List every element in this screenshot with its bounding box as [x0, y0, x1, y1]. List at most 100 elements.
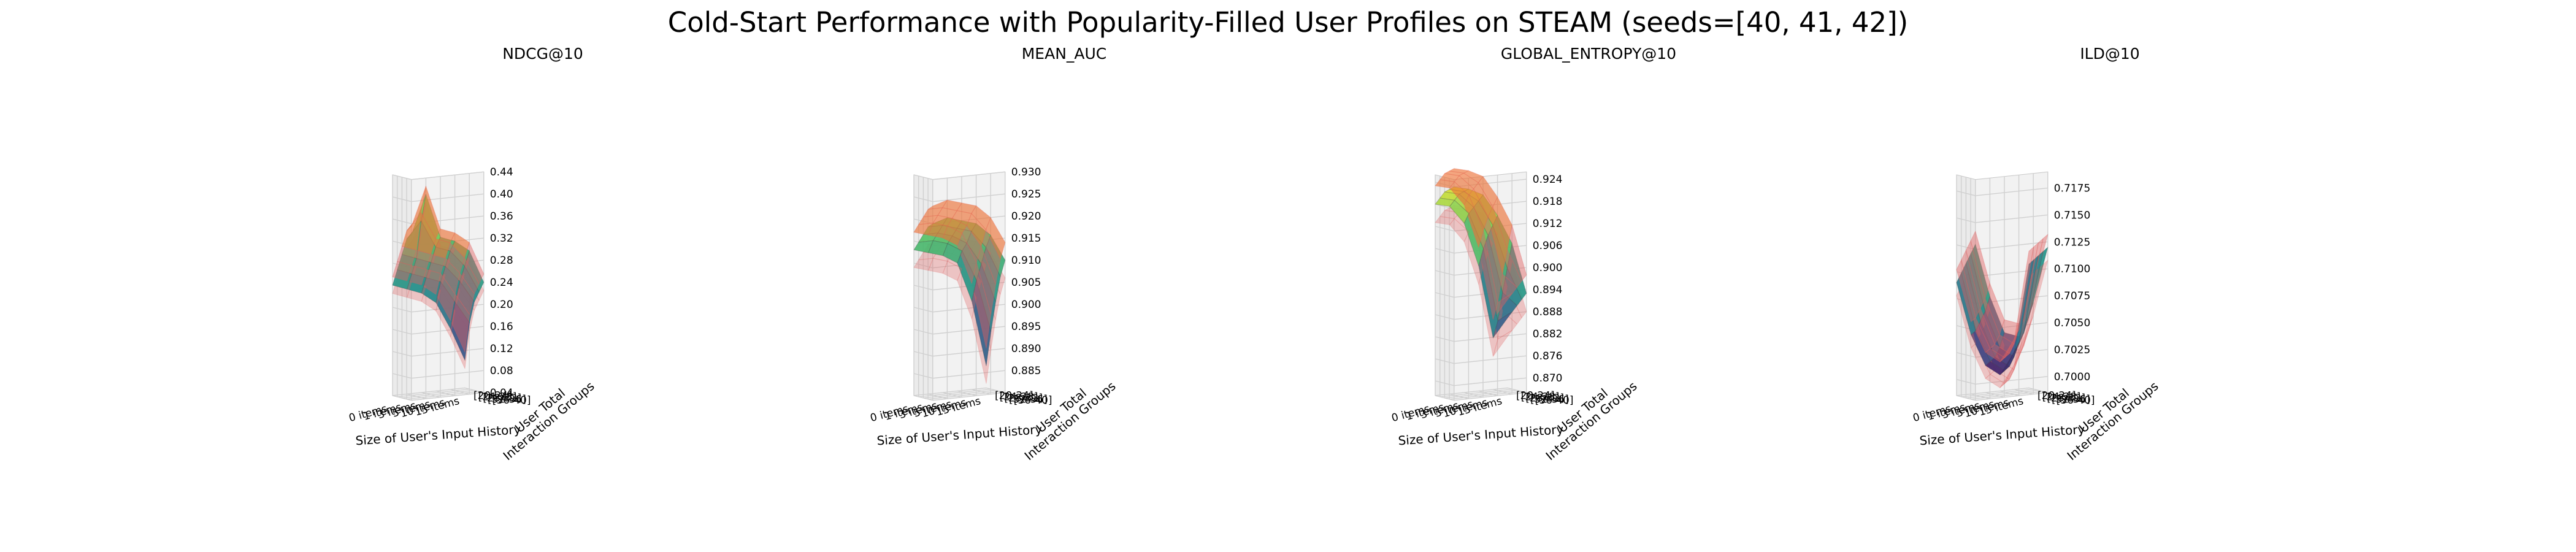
gridline: [1971, 391, 2044, 400]
overlay-facet: [943, 226, 962, 245]
z-tick-label: 0.900: [1011, 299, 1041, 311]
band-upper-facet: [459, 257, 480, 294]
surface-facet: [957, 250, 977, 302]
x-axis-label: Size of User's Input History: [876, 422, 1043, 448]
z-tick-label: 0.7100: [2054, 263, 2090, 275]
band-lower-facet: [1985, 374, 2006, 388]
band-upper-facet: [1482, 216, 1503, 303]
band-lower-facet: [942, 261, 963, 282]
x-axis-label: Size of User's Input History: [355, 422, 521, 448]
overlay-facet: [450, 232, 470, 258]
surface-facet: [407, 273, 427, 294]
y-tick-label: [20-24]: [1516, 390, 1555, 402]
gridline: [1975, 187, 2048, 196]
band-upper-facet: [426, 253, 446, 274]
gridline: [1956, 190, 1976, 196]
overlay-facet: [416, 212, 436, 255]
surface-facet: [1435, 197, 1455, 207]
y-tick-label: [20-24]: [2037, 390, 2076, 402]
surface-facet: [928, 240, 948, 256]
band-upper-facet: [1975, 307, 1996, 349]
gridline: [1454, 392, 1527, 401]
y-tick-label: [32-36]: [1530, 393, 1569, 405]
gridline: [1956, 387, 2030, 396]
gridline: [392, 307, 412, 313]
gridline: [392, 174, 412, 180]
band-upper-facet: [1502, 249, 1522, 288]
z-tick-label: 0.906: [1533, 240, 1563, 252]
band-upper-facet: [1492, 293, 1513, 320]
gridline: [411, 392, 484, 401]
band-upper-facet: [952, 210, 972, 226]
gridline: [1454, 178, 1527, 188]
band-lower-facet: [2028, 259, 2049, 331]
band-lower-facet: [957, 268, 977, 320]
gridline: [411, 193, 484, 202]
y-tick-label: [28-32]: [1004, 392, 1043, 404]
gridline: [407, 391, 480, 400]
band-upper-facet: [421, 186, 441, 239]
band-upper-facet: [1965, 240, 1986, 309]
overlay-facet: [1478, 176, 1498, 207]
band-lower-facet: [913, 258, 933, 271]
surface-facet: [2014, 259, 2034, 353]
z-tick-label: 0.870: [1533, 372, 1563, 385]
band-lower-facet: [1449, 218, 1470, 242]
overlay-facet: [1464, 194, 1484, 248]
y-tick-label: [32-36]: [1009, 393, 1048, 405]
gridline: [392, 329, 412, 335]
band-upper-facet: [1995, 334, 2015, 354]
band-upper-facet: [1497, 274, 1517, 303]
overlay-facet: [1473, 182, 1493, 217]
gridline: [411, 370, 484, 379]
z-tick-label: 0.7125: [2054, 236, 2090, 248]
x-axis-label: Size of User's Input History: [1398, 422, 1564, 448]
gridline: [1956, 217, 1976, 223]
gridline: [392, 387, 466, 396]
overlay-facet: [1449, 182, 1469, 205]
band-upper-facet: [1435, 179, 1455, 189]
z-tick-label: 0.924: [1533, 174, 1563, 186]
band-upper-facet: [1439, 173, 1460, 182]
overlay-facet: [1439, 173, 1459, 182]
x-axis-label: Size of User's Input History: [1919, 422, 2085, 448]
band-lower-facet: [2004, 345, 2025, 384]
z-tick-label: 0.895: [1011, 321, 1041, 333]
z-tick-label: 0.912: [1533, 218, 1563, 230]
z-tick-label: 0.920: [1011, 210, 1041, 223]
gridline: [913, 307, 933, 313]
band-upper-facet: [918, 215, 938, 225]
gridline: [392, 196, 412, 202]
band-upper-facet: [966, 213, 987, 247]
z-tick-label: 0.7000: [2054, 371, 2090, 383]
overlay-facet: [431, 239, 450, 258]
band-upper-facet: [1985, 283, 2005, 335]
band-upper-facet: [927, 199, 948, 210]
band-upper-facet: [971, 262, 992, 349]
z-tick-label: 0.44: [490, 166, 513, 178]
band-upper-facet: [1449, 181, 1470, 205]
y-tick-label: [28-32]: [1525, 392, 1564, 404]
band-upper-facet: [981, 229, 1001, 285]
z-tick-label: 0.900: [1533, 262, 1563, 274]
z-tick-label: 0.882: [1533, 328, 1563, 340]
band-upper-facet: [1463, 170, 1484, 183]
gridline: [1439, 388, 1512, 397]
z-tick-label: 0.04: [490, 387, 513, 399]
surface-facet: [421, 277, 442, 304]
gridline: [1956, 352, 1976, 358]
overlay-facet: [1492, 197, 1512, 250]
gridline: [1435, 270, 1454, 276]
gridline: [932, 326, 1005, 335]
band-upper-facet: [1478, 229, 1498, 320]
band-upper-facet: [1956, 259, 1976, 323]
gridline: [1961, 388, 2034, 397]
band-upper-facet: [932, 215, 953, 226]
overlay-facet: [938, 207, 957, 218]
panel-title: ILD@10: [2080, 45, 2139, 63]
band-upper-facet: [411, 250, 432, 270]
band-upper-facet: [1478, 176, 1498, 207]
band-upper-facet: [937, 207, 957, 219]
band-upper-facet: [1999, 319, 2020, 345]
